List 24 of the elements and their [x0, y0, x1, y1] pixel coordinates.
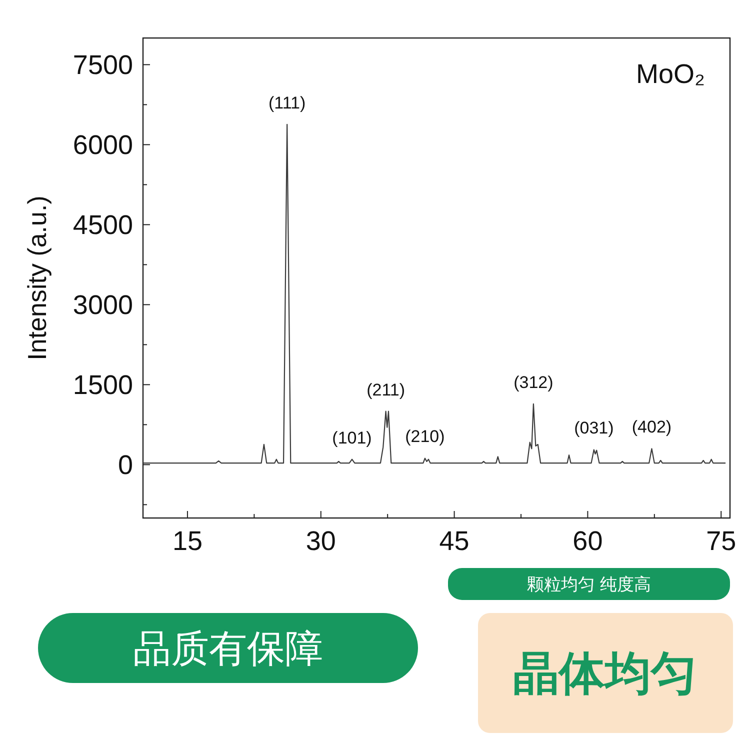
y-tick-label: 6000 [72, 130, 133, 160]
annotation: (312) [514, 372, 554, 392]
annotation: (031) [574, 418, 614, 438]
annotation: MoO₂ [636, 59, 705, 89]
x-tick-label: 30 [306, 526, 336, 556]
y-axis-title: Intensity (a.u.) [22, 196, 52, 360]
x-tick-label: 60 [572, 526, 603, 556]
annotation: (402) [632, 418, 672, 437]
annotation: (211) [366, 380, 406, 400]
x-tick-label: 75 [706, 526, 736, 556]
y-tick-label: 1500 [72, 370, 133, 400]
annotation: (101) [332, 428, 372, 448]
line-series [142, 124, 726, 464]
caption-banner: 晶体均匀 [478, 613, 733, 733]
y-tick-label: 3000 [72, 290, 133, 320]
x-tick-label: 45 [439, 526, 470, 556]
caption-banner: 品质有保障 [38, 613, 418, 683]
caption-banner: 颗粒均匀 纯度高 [448, 568, 730, 600]
annotation: (210) [405, 427, 445, 446]
y-tick-label: 0 [118, 450, 133, 480]
annotation: (111) [268, 93, 306, 112]
y-tick-label: 4500 [72, 210, 133, 240]
x-tick-label: 15 [172, 526, 202, 556]
y-tick-label: 7500 [72, 50, 133, 80]
